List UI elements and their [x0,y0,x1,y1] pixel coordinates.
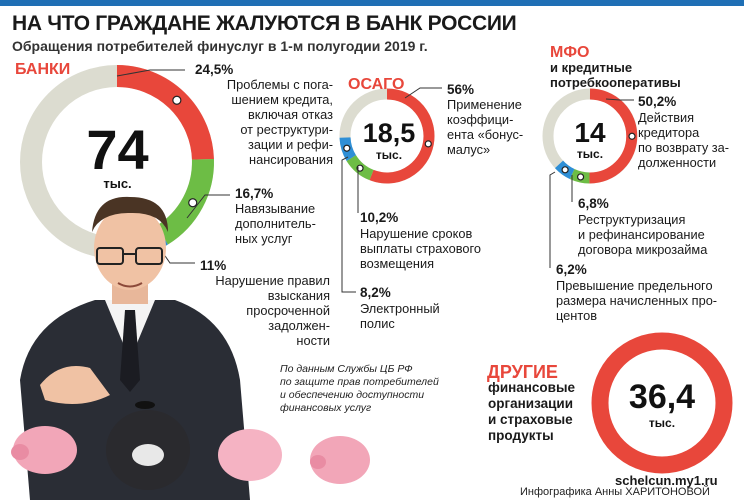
mfo-slice-marker-1 [628,132,636,140]
others-total: 36,4 [628,378,696,416]
osago-item-3-text: Электронный полис [360,301,440,331]
osago-slice-marker-3 [343,144,351,152]
banks-item-3-text: Нарушение правил взыскания просроченной … [215,273,330,348]
osago-item-1-text: Применение коэффици- ента «бонус- малус» [447,97,524,157]
banks-slice-marker-1 [172,95,182,105]
mfo-item-3-text: Превышение предельного размера начисленн… [556,278,718,323]
infographic-credit: Инфографика Анны ХАРИТОНОВОЙ [520,486,710,498]
osago-total-unit: тыс. [375,148,403,162]
banks-item-1-pct: 24,5% [195,62,234,77]
page-title: НА ЧТО ГРАЖДАНЕ ЖАЛУЮТСЯ В БАНК РОССИИ [12,12,517,35]
others-total-unit: тыс. [648,416,676,430]
osago-section-label: ОСАГО [348,76,405,93]
mfo-item-2-text: Реструктуризация и рефинансирование дого… [578,212,708,257]
page-subtitle: Обращения потребителей финуслуг в 1-м по… [12,38,428,54]
banks-section-label: БАНКИ [15,61,71,78]
mfo-slice-marker-2 [576,173,585,181]
mfo-item-2-pct: 6,8% [578,196,609,211]
osago-total: 18,5 [362,118,416,148]
others-section-label: ДРУГИЕ [487,362,558,382]
banks-item-2-text: Навязывание дополнитель- ных услуг [235,201,316,246]
banks-item-3-pct: 11% [200,258,227,273]
mfo-item-3-pct: 6,2% [556,262,587,277]
mfo-section-label: МФО [550,44,590,61]
leader-line-1 [116,69,185,77]
leader-line-7 [605,98,634,101]
mfo-item-1-text: Действия кредитора по возврату за- долже… [638,110,730,170]
others-donut-ring [591,332,733,474]
top-accent-bar [0,0,744,6]
leader-line-9 [549,171,556,268]
osago-item-2-text: Нарушение сроков выплаты страхового возм… [360,226,481,271]
source-note: По данным Службы ЦБ РФ по защите прав по… [280,363,439,414]
mfo-section-sublabel: и кредитные потребкооперативы [550,60,681,90]
osago-slice-marker-1 [424,140,432,148]
osago-item-3-pct: 8,2% [360,285,391,300]
banks-total-unit: тыс. [103,176,132,191]
banks-item-1-text: Проблемы с пога- шением кредита, включая… [226,77,333,167]
mfo-total-unit: тыс. [576,147,604,161]
banks-item-2-pct: 16,7% [235,186,274,201]
osago-item-1-pct: 56% [447,82,475,97]
leader-line-4 [404,87,442,99]
osago-slice-marker-2 [356,164,364,172]
site-watermark: schelcun.my1.ru [615,473,718,488]
leader-line-6 [341,156,356,293]
leader-line-2 [186,194,230,219]
mfo-total: 14 [574,117,606,148]
mfo-slice-marker-3 [561,166,569,174]
mfo-item-1-pct: 50,2% [638,94,677,109]
banks-slice-marker-2 [188,198,198,208]
others-text: финансовые организации и страховые проду… [488,380,576,443]
banks-total: 74 [86,118,149,181]
osago-item-2-pct: 10,2% [360,210,399,225]
